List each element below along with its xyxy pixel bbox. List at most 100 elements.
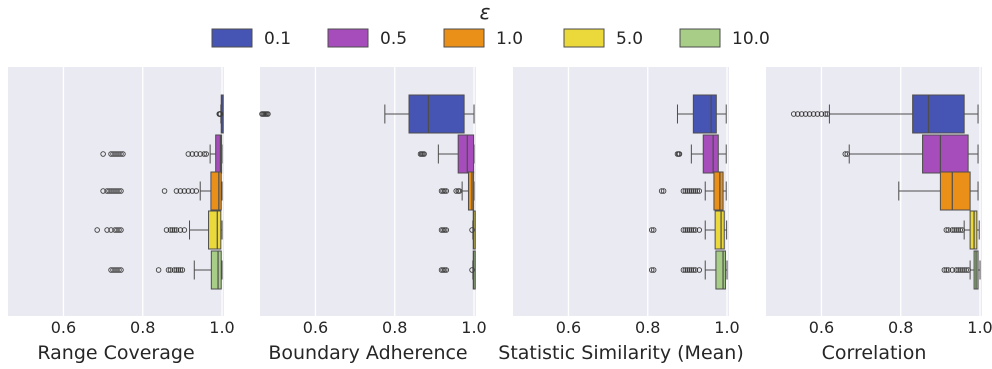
outlier-point [171,227,178,233]
box-body [208,210,222,250]
outlier-point [120,151,126,157]
outlier-point [217,111,224,117]
outlier-point [104,188,110,194]
x-tick-label: 0.6 [51,318,76,337]
x-tick-label: 0.6 [303,318,328,337]
x-tick-label: 0.8 [888,318,913,337]
outlier-point [440,227,446,233]
outlier-point [118,188,124,194]
outlier-point [181,227,188,233]
outlier-point [100,188,106,194]
box-10.0 [108,250,223,290]
legend-label-0.5: 0.5 [380,29,407,49]
x-tick-label: 0.8 [382,318,407,337]
box-0.5 [674,134,727,174]
box-5.0 [438,210,476,250]
outlier-point [104,227,110,233]
outlier-point [173,267,180,273]
outlier-point [181,188,188,194]
outlier-point [265,111,271,117]
outlier-point [941,267,948,273]
outlier-point [955,227,961,233]
outlier-point [469,267,475,273]
outlier-point [94,227,100,233]
outlier-point [648,267,655,273]
outlier-point [440,267,446,273]
outlier-point [108,188,114,194]
box-body [467,171,475,211]
box-10.0 [648,250,728,290]
box-body [210,171,222,211]
outlier-point [949,227,956,233]
box-body [715,250,726,290]
box-0.1 [676,94,727,134]
outlier-point [443,188,450,194]
outlier-point [696,267,703,273]
legend: ε 0.1 0.5 1.0 5.0 10.0 [211,0,770,49]
panels: 0.6 0.8 1.0 Range Coverage 0.6 0.8 1.0 Boundary… [8,67,992,364]
box-1.0 [658,171,727,211]
legend-label-10.0: 10.0 [732,29,770,49]
box-body [714,210,725,250]
outlier-point [112,267,118,273]
outlier-point [108,267,114,273]
legend-label-5.0: 5.0 [616,29,643,49]
outlier-point [943,227,950,233]
outlier-point [165,267,172,273]
box-body [408,94,465,134]
outlier-point [692,267,699,273]
outlier-point [155,267,162,273]
outlier-point [810,111,817,117]
outlier-point [814,111,821,117]
outlier-point [686,188,693,194]
outlier-point [203,151,209,157]
outlier-point [953,227,959,233]
outlier-point [696,227,703,233]
outlier-point [650,267,657,273]
outlier-point [193,151,200,157]
legend-label-1.0: 1.0 [496,29,523,49]
box-body [912,94,965,134]
legend-swatch-10.0 [679,28,721,48]
box-body [457,134,475,174]
outlier-point [106,188,112,194]
outlier-point [116,188,122,194]
outlier-point [177,227,184,233]
outlier-point [658,188,665,194]
box-body [939,171,971,211]
box-body [210,250,222,290]
outlier-point [696,188,703,194]
x-tick-label: 1.0 [209,318,234,337]
outlier-point [114,188,120,194]
box-0.5 [842,134,979,174]
box-body [692,94,717,134]
outlier-point [189,188,196,194]
outlier-point [818,111,825,117]
box-body [702,134,719,174]
outlier-point [197,151,203,157]
outlier-point [167,227,174,233]
outlier-point [118,267,124,273]
outlier-point [684,227,691,233]
outlier-point [957,267,963,273]
panel-background [8,67,224,316]
outlier-point [441,227,448,233]
outlier-point [690,227,697,233]
box-1.0 [438,171,475,211]
box-10.0 [438,250,476,290]
outlier-point [806,111,813,117]
outlier-point [177,267,184,273]
outlier-point [824,111,831,117]
outlier-point [116,267,122,273]
box-1.0 [898,171,979,211]
box-body [713,171,724,211]
outlier-point [965,267,971,273]
outlier-point [201,151,207,157]
outlier-point [185,188,192,194]
outlier-point [961,267,967,273]
outlier-point [682,227,689,233]
box-0.5 [417,134,475,174]
x-tick-label: 1.0 [714,318,739,337]
box-0.1 [216,94,224,134]
